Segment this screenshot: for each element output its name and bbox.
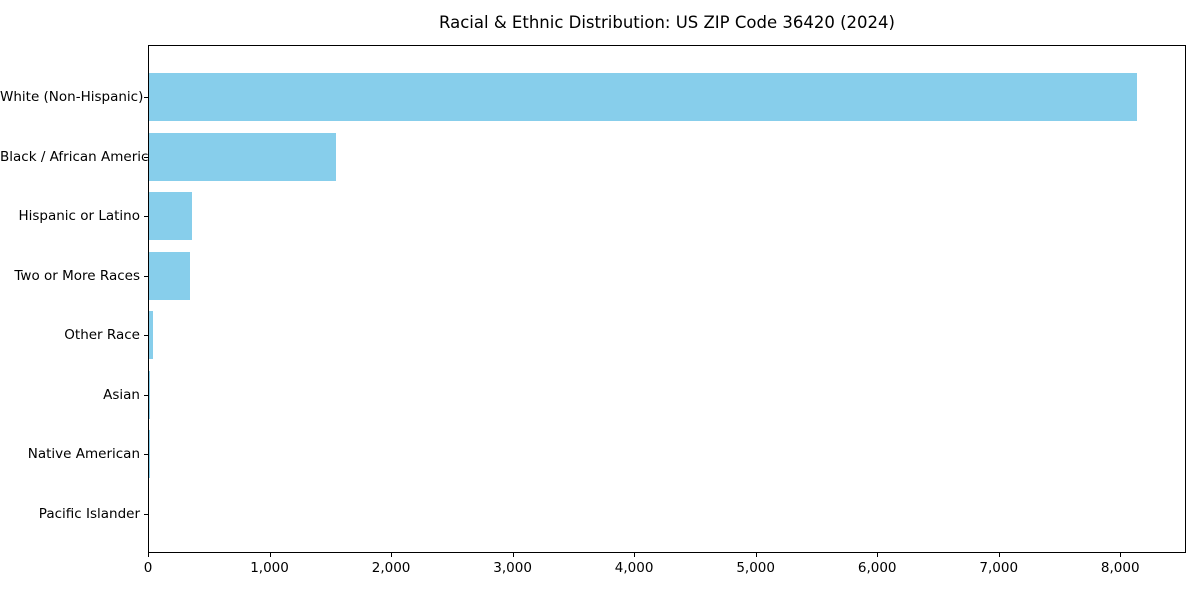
- x-tick-label: 4,000: [614, 560, 654, 576]
- x-tick-mark: [1120, 553, 1122, 557]
- y-tick-label: Pacific Islander: [38, 505, 140, 522]
- x-tick-mark: [512, 553, 514, 557]
- y-tick-label: White (Non-Hispanic): [0, 89, 144, 105]
- bar-two-or-more-races: [149, 251, 190, 300]
- chart-title: Racial & Ethnic Distribution: US ZIP Cod…: [439, 13, 895, 32]
- plot-area: [148, 45, 1186, 553]
- y-tick-label: Hispanic or Latino: [18, 208, 140, 225]
- x-tick-mark: [148, 553, 149, 557]
- x-tick-mark: [998, 553, 1000, 557]
- x-tick-label: 7,000: [979, 560, 1019, 576]
- bar-asian: [149, 370, 150, 419]
- y-tick-mark: [144, 513, 148, 515]
- x-tick-label: 1,000: [250, 560, 289, 576]
- y-tick-mark: [144, 275, 148, 277]
- y-tick-label: Other Race: [64, 327, 140, 344]
- y-tick-label: Black / African American: [0, 148, 166, 165]
- x-tick-label: 6,000: [857, 560, 897, 576]
- y-tick-label: Two or More Races: [14, 267, 140, 284]
- y-tick-mark: [144, 394, 148, 396]
- bar-white-non-hispanic: [149, 73, 1137, 121]
- x-tick-label: 2,000: [371, 560, 411, 576]
- y-tick-mark: [144, 216, 148, 218]
- bar-native-american: [149, 430, 150, 479]
- x-tick-label: 0: [143, 560, 153, 576]
- y-tick-mark: [144, 97, 148, 98]
- y-tick-mark: [144, 454, 148, 456]
- bar-black-african-american: [149, 132, 337, 181]
- y-tick-mark: [144, 156, 148, 158]
- x-tick-mark: [877, 553, 879, 557]
- x-tick-mark: [391, 553, 393, 557]
- bar-hispanic-or-latino: [149, 192, 193, 241]
- y-tick-label: Native American: [27, 446, 140, 463]
- x-tick-label: 3,000: [493, 560, 532, 576]
- bar-other-race: [149, 311, 154, 360]
- x-tick-label: 8,000: [1100, 560, 1140, 576]
- x-tick-mark: [269, 553, 271, 557]
- x-tick-label: 5,000: [736, 560, 775, 576]
- x-tick-mark: [755, 553, 757, 557]
- y-tick-mark: [144, 335, 148, 337]
- x-tick-mark: [634, 553, 636, 557]
- y-tick-label: Asian: [103, 386, 140, 403]
